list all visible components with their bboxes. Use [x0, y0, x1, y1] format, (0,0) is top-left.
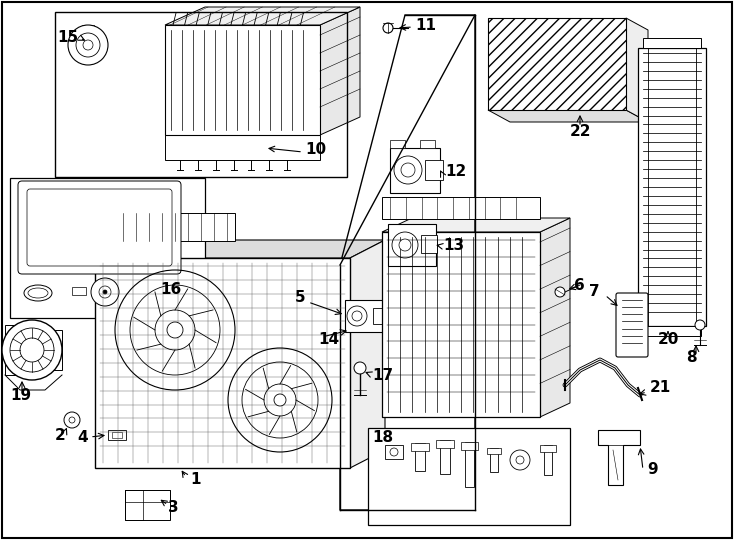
Bar: [461, 442, 478, 450]
Bar: [487, 448, 501, 454]
Circle shape: [91, 278, 119, 306]
Circle shape: [401, 163, 415, 177]
Bar: [55, 12, 347, 177]
Bar: [540, 445, 556, 452]
Circle shape: [68, 25, 108, 65]
Text: 22: 22: [570, 125, 592, 139]
Text: 11: 11: [415, 18, 436, 33]
Circle shape: [103, 290, 107, 294]
Text: 13: 13: [443, 239, 464, 253]
Bar: [373, 308, 388, 324]
Text: 20: 20: [658, 333, 680, 348]
Text: 15: 15: [57, 30, 78, 45]
Bar: [125, 490, 170, 520]
Circle shape: [383, 23, 393, 33]
Bar: [82, 25, 94, 35]
Circle shape: [399, 239, 411, 251]
Polygon shape: [488, 110, 648, 122]
Bar: [490, 448, 498, 472]
Text: 12: 12: [445, 165, 466, 179]
Text: 3: 3: [168, 501, 178, 516]
Text: 4: 4: [77, 429, 88, 444]
Text: 14: 14: [318, 333, 339, 348]
Polygon shape: [350, 240, 385, 468]
FancyBboxPatch shape: [616, 293, 648, 357]
Circle shape: [510, 450, 530, 470]
Text: 9: 9: [647, 462, 658, 477]
Bar: [421, 235, 437, 253]
Circle shape: [83, 40, 93, 50]
Bar: [125, 490, 170, 502]
Bar: [415, 443, 425, 471]
Text: 1: 1: [190, 472, 200, 488]
Polygon shape: [598, 430, 640, 485]
Bar: [390, 148, 440, 193]
Bar: [436, 440, 454, 448]
Circle shape: [167, 322, 183, 338]
Text: 2: 2: [55, 428, 66, 442]
Circle shape: [695, 320, 705, 330]
Ellipse shape: [24, 285, 52, 301]
Circle shape: [76, 33, 100, 57]
Circle shape: [274, 394, 286, 406]
Bar: [643, 326, 701, 336]
Bar: [488, 18, 626, 110]
Circle shape: [354, 362, 366, 374]
Circle shape: [64, 412, 80, 428]
Polygon shape: [626, 18, 648, 122]
Bar: [48, 330, 62, 370]
Polygon shape: [95, 240, 385, 258]
Bar: [465, 442, 474, 487]
Text: 7: 7: [589, 285, 600, 300]
Bar: [368, 428, 570, 525]
Polygon shape: [540, 218, 570, 417]
Bar: [70, 40, 78, 50]
Circle shape: [352, 311, 362, 321]
Bar: [165, 135, 320, 160]
Text: 10: 10: [305, 143, 326, 158]
Bar: [345, 300, 383, 332]
Bar: [98, 40, 106, 50]
Polygon shape: [165, 7, 360, 25]
Bar: [108, 430, 126, 440]
Bar: [95, 258, 350, 468]
Text: 6: 6: [574, 278, 585, 293]
Bar: [72, 287, 86, 295]
Bar: [382, 232, 540, 417]
FancyBboxPatch shape: [18, 181, 181, 274]
Circle shape: [555, 287, 565, 297]
Text: 21: 21: [650, 381, 672, 395]
Bar: [390, 140, 405, 148]
Text: 8: 8: [686, 350, 697, 366]
Bar: [5, 325, 19, 375]
Bar: [425, 160, 443, 180]
Text: 5: 5: [294, 291, 305, 306]
Bar: [125, 490, 143, 520]
Bar: [638, 48, 706, 326]
Bar: [420, 140, 435, 148]
Text: 19: 19: [10, 388, 31, 402]
Circle shape: [2, 320, 62, 380]
Bar: [643, 38, 701, 48]
Bar: [544, 445, 552, 475]
Bar: [115, 213, 235, 241]
Polygon shape: [320, 7, 360, 135]
Text: 18: 18: [372, 430, 393, 445]
Bar: [411, 443, 429, 451]
Bar: [112, 432, 122, 438]
Text: 17: 17: [372, 368, 393, 382]
Bar: [440, 440, 450, 474]
Circle shape: [69, 417, 75, 423]
Bar: [388, 224, 436, 266]
Polygon shape: [382, 218, 570, 232]
Bar: [385, 445, 403, 459]
Bar: [165, 25, 320, 135]
Bar: [10, 178, 205, 318]
Bar: [382, 197, 540, 219]
Text: 16: 16: [160, 282, 181, 298]
